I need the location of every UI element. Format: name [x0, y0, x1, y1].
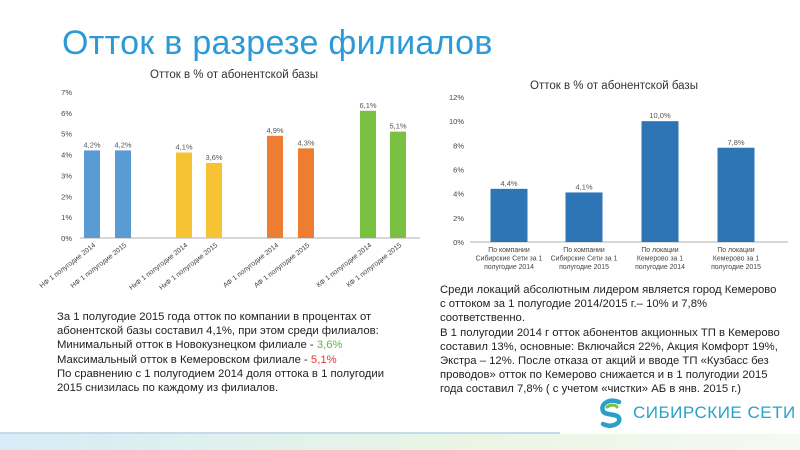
company-logo: СИБИРСКИЕ СЕТИ	[597, 396, 796, 430]
right-text-line: составил 13%, основные: Включайся 22%, А…	[440, 340, 778, 353]
x-category-label: полугодие 2015	[711, 264, 761, 271]
y-tick-label: 4%	[61, 151, 72, 160]
bar-value-label: 4,3%	[297, 138, 314, 147]
bar	[565, 192, 603, 242]
y-tick-label: 6%	[61, 109, 72, 118]
left-commentary: За 1 полугодие 2015 года отток по компан…	[57, 310, 417, 395]
bar-value-label: 7,8%	[727, 138, 744, 147]
footer-strip	[0, 434, 800, 450]
y-tick-label: 7%	[61, 88, 72, 97]
right-text-line: года составил 7,8% ( с учетом «чистки» А…	[440, 383, 741, 396]
bar-value-label: 4,9%	[266, 126, 283, 135]
bar	[717, 147, 755, 242]
y-tick-label: 10%	[449, 117, 464, 126]
right-bar-chart: 0%2%4%6%8%10%12%4,4%По компанииСибирские…	[449, 93, 788, 271]
y-tick-label: 0%	[61, 234, 72, 243]
y-tick-label: 2%	[453, 214, 464, 223]
bar-value-label: 4,1%	[575, 182, 592, 191]
sibirskie-seti-logo-icon	[600, 398, 622, 428]
right-commentary: Среди локаций абсолютным лидером являетс…	[440, 283, 792, 397]
bar-value-label: 4,1%	[175, 142, 192, 151]
bar-value-label: 10,0%	[649, 111, 671, 120]
x-category-label: По компании	[563, 247, 605, 254]
x-category-label: Сибирские Сети за 1	[476, 255, 543, 263]
y-tick-label: 0%	[453, 238, 464, 247]
bar	[115, 150, 131, 238]
y-tick-label: 2%	[61, 192, 72, 201]
right-text-line: проводов» отток по Кемерово снижается и …	[440, 369, 768, 382]
y-tick-label: 5%	[61, 130, 72, 139]
x-category-label: По локации	[717, 247, 754, 254]
y-tick-label: 12%	[449, 93, 464, 102]
bar	[390, 131, 406, 238]
right-chart-title: Отток в % от абонентской базы	[530, 80, 698, 92]
bar-value-label: 4,2%	[83, 140, 100, 149]
x-category-label: Кемерово за 1	[637, 256, 683, 263]
bar	[176, 152, 192, 238]
x-category-label: полугодие 2015	[559, 264, 609, 271]
max-churn-value: 5,1%	[310, 353, 337, 366]
y-tick-label: 4%	[453, 190, 464, 199]
bar-value-label: 4,4%	[500, 179, 517, 188]
y-tick-label: 3%	[61, 171, 72, 180]
y-tick-label: 1%	[61, 213, 72, 222]
bar	[206, 162, 222, 238]
right-text-line: Экстра – 12%. После отказа от акций и вв…	[440, 355, 769, 368]
min-churn-value: 3,6%	[316, 339, 343, 352]
bar	[267, 135, 283, 238]
x-category-label: Сибирские Сети за 1	[551, 255, 618, 263]
x-category-label: полугодие 2014	[484, 264, 534, 271]
x-category-label: По компании	[488, 247, 530, 254]
bar-value-label: 3,6%	[205, 153, 222, 162]
left-chart-title: Отток в % от абонентской базы	[150, 69, 318, 81]
bar	[490, 188, 528, 242]
bar-value-label: 6,1%	[359, 101, 376, 110]
left-text-line: По сравнению с 1 полугодием 2014 доля от…	[57, 367, 385, 380]
right-text-line: соответственно.	[440, 312, 525, 325]
y-tick-label: 8%	[453, 141, 464, 150]
page-title: Отток в разрезе филиалов	[62, 24, 493, 62]
left-text-line: абонентской базы составил 4,1%, при этом…	[57, 325, 379, 338]
bar	[641, 121, 679, 242]
left-text-line: Максимальный отток в Кемеровском филиале…	[57, 353, 337, 366]
right-text-line: с оттоком за 1 полугодие 2014/2015 г.– 1…	[440, 298, 708, 311]
left-text-line: 2015 снизилась по каждому из филиалов.	[57, 382, 279, 395]
bar	[360, 110, 376, 238]
right-text-line: В 1 полугодии 2014 г отток абонентов акц…	[440, 326, 780, 339]
y-tick-label: 6%	[453, 166, 464, 175]
logo-text: СИБИРСКИЕ СЕТИ	[633, 403, 796, 422]
x-category-label: Кемерово за 1	[713, 256, 759, 263]
left-text-line: За 1 полугодие 2015 года отток по компан…	[57, 311, 372, 323]
x-category-label: полугодие 2014	[635, 264, 685, 271]
left-bar-chart: 0%1%2%3%4%5%6%7%4,2%НФ 1 полугодие 20144…	[39, 88, 420, 292]
left-text-line: Минимальный отток в Новокузнецком филиал…	[57, 339, 343, 352]
footer-divider	[0, 432, 560, 434]
bar	[298, 148, 314, 238]
x-category-label: По локации	[641, 247, 678, 254]
bar-value-label: 5,1%	[389, 122, 406, 131]
bar-value-label: 4,2%	[114, 140, 131, 149]
right-text-line: Среди локаций абсолютным лидером являетс…	[440, 284, 777, 296]
bar	[84, 150, 100, 238]
